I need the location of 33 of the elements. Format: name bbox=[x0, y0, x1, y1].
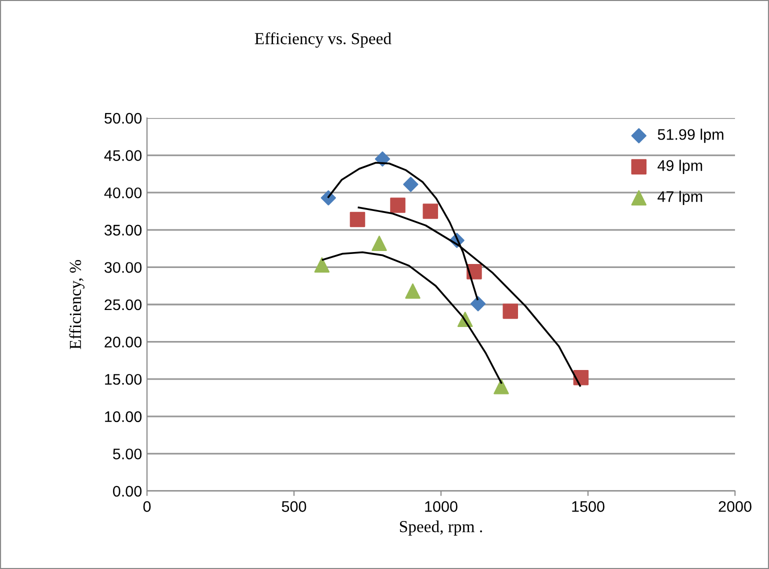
x-tick-label: 1000 bbox=[425, 501, 458, 512]
point bbox=[314, 257, 330, 273]
point bbox=[494, 378, 509, 394]
point bbox=[470, 296, 486, 312]
y-tick-label: 40.00 bbox=[104, 187, 142, 198]
x-tick-label: 0 bbox=[143, 501, 151, 512]
y-tick-label: 0.00 bbox=[113, 486, 142, 497]
y-tick-label: 10.00 bbox=[105, 411, 142, 422]
point bbox=[350, 212, 366, 228]
point bbox=[320, 190, 336, 206]
legend-label: 51.99 lpm bbox=[658, 128, 724, 143]
y-tick-label: 35.00 bbox=[104, 224, 142, 236]
point bbox=[403, 176, 418, 192]
y-tick-label: 15.00 bbox=[105, 374, 142, 385]
x-tick-label: 2000 bbox=[718, 501, 752, 512]
point bbox=[390, 198, 406, 213]
y-tick-label: 30.00 bbox=[104, 262, 142, 273]
legend-label: 49 lpm bbox=[658, 160, 702, 174]
y-tick-label: 50.00 bbox=[104, 112, 142, 124]
point bbox=[405, 283, 420, 299]
y-tick-label: 25.00 bbox=[104, 299, 142, 310]
x-tick-label: 500 bbox=[282, 501, 306, 512]
x-tick-label: 1500 bbox=[572, 501, 604, 512]
y-tick-label: 5.00 bbox=[113, 448, 142, 460]
point bbox=[422, 204, 438, 219]
x-axis-title: Speed, rpm . bbox=[400, 520, 482, 536]
y-tick-label: 45.00 bbox=[104, 150, 142, 161]
chart-title: Efficiency vs. Speed bbox=[254, 32, 392, 48]
legend-label: 47 lpm bbox=[658, 190, 702, 206]
y-axis-title: Efficiency, % bbox=[69, 260, 84, 350]
y-tick-label: 20.00 bbox=[104, 336, 142, 348]
point bbox=[502, 304, 518, 319]
point bbox=[372, 236, 387, 251]
